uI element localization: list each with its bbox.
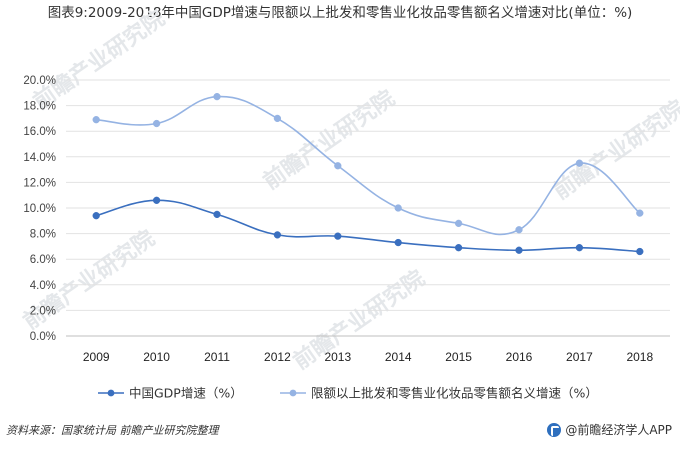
y-tick-label: 4.0% (30, 280, 56, 292)
legend-marker (289, 389, 297, 397)
data-point (213, 210, 221, 219)
watermark-text: 前瞻产业研究院 (29, 5, 170, 115)
legend: 中国GDP增速（%） 限额以上批发和零售业化妆品零售额名义增速（%） (98, 386, 598, 401)
x-tick-label: 2009 (83, 350, 110, 364)
data-point (575, 159, 584, 167)
series-line (96, 199, 640, 253)
x-tick-label: 2018 (626, 350, 653, 364)
data-point (394, 238, 402, 247)
x-tick-label: 2016 (506, 350, 533, 364)
data-point (92, 212, 100, 220)
data-point (334, 162, 342, 170)
data-point (394, 204, 402, 212)
legend-label: 限额以上批发和零售业化妆品零售额名义增速（%） (311, 386, 598, 401)
x-tick-label: 2017 (566, 350, 593, 364)
data-point (273, 114, 282, 123)
legend-label: 中国GDP增速（%） (129, 386, 243, 401)
legend-item-1: 中国GDP增速（%） (98, 386, 243, 401)
y-tick-label: 12.0% (23, 177, 56, 189)
brand-logo-icon (547, 422, 562, 437)
legend-marker (107, 389, 115, 397)
chart-title: 图表9:2009-2018年中国GDP增速与限额以上批发和零售业化妆品零售额名义… (47, 5, 633, 21)
y-axis-ticks: 0.0% 2.0% 4.0% 6.0% 8.0% 10.0% 12.0% 14.0% 16.0%… (23, 75, 56, 343)
source-note: 资料来源：国家统计局 前瞻产业研究院整理 (6, 424, 219, 437)
data-point (334, 232, 342, 240)
data-point (152, 196, 161, 204)
y-tick-label: 16.0% (23, 126, 56, 138)
watermark-text: 前瞻产业研究院 (549, 95, 680, 205)
x-tick-label: 2013 (324, 350, 351, 364)
series-layer (92, 92, 644, 256)
y-tick-label: 20.0% (23, 75, 56, 87)
data-point (273, 231, 282, 239)
y-tick-label: 2.0% (30, 305, 56, 317)
series-line (96, 95, 641, 236)
x-axis-ticks: 2009 2010 2011 2012 2013 2014 2015 2016 2017 2018 (83, 350, 654, 364)
brand-credit: @前瞻经济学人APP (547, 421, 672, 438)
y-tick-label: 18.0% (23, 101, 56, 113)
series-2 (92, 92, 644, 236)
grid (66, 79, 670, 337)
x-tick-label: 2014 (385, 350, 412, 364)
data-point (636, 247, 644, 256)
data-point (454, 219, 463, 228)
watermark-text: 前瞻产业研究院 (259, 85, 400, 195)
y-tick-label: 14.0% (23, 152, 56, 164)
y-tick-label: 10.0% (23, 203, 56, 215)
brand-text: @前瞻经济学人APP (565, 423, 672, 437)
data-point (515, 226, 523, 234)
data-point (575, 244, 584, 252)
data-point (454, 244, 463, 252)
data-point (152, 119, 161, 128)
y-tick-label: 8.0% (30, 229, 56, 241)
series-1 (92, 196, 644, 256)
x-tick-label: 2010 (143, 350, 170, 364)
data-point (213, 92, 221, 101)
data-point (515, 246, 523, 254)
y-tick-label: 0.0% (30, 331, 56, 343)
y-tick-label: 6.0% (30, 254, 56, 266)
data-point (92, 116, 100, 124)
x-tick-label: 2012 (264, 350, 291, 364)
data-point (636, 209, 644, 217)
x-tick-label: 2011 (204, 350, 230, 364)
legend-item-2: 限额以上批发和零售业化妆品零售额名义增速（%） (280, 386, 598, 401)
x-tick-label: 2015 (445, 350, 472, 364)
